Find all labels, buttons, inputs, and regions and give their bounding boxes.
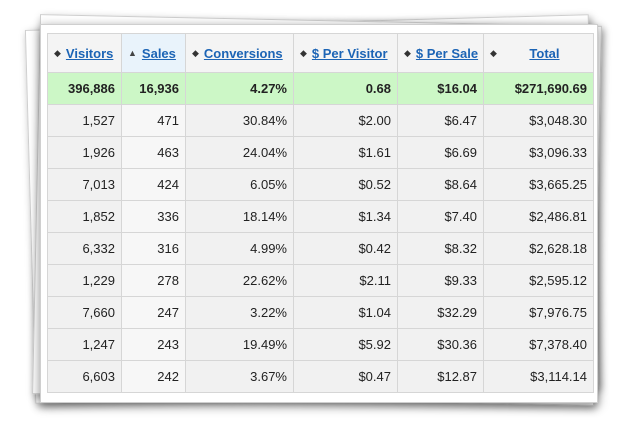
cell-conversions: 3.22% (185, 296, 294, 329)
cell-per-sale: $6.69 (397, 136, 484, 169)
header-visitors[interactable]: ◆ Visitors (47, 33, 122, 73)
sort-ascending-icon[interactable]: ▲ (128, 47, 137, 58)
cell-total: $3,114.14 (483, 360, 594, 393)
table-row: 6,603 242 3.67% $0.47 $12.87 $3,114.14 (47, 360, 594, 393)
table-row: 1,247 243 19.49% $5.92 $30.36 $7,378.40 (47, 328, 594, 361)
totals-conversions: 4.27% (185, 72, 294, 105)
cell-per-sale: $9.33 (397, 264, 484, 297)
cell-sales: 278 (121, 264, 186, 297)
cell-total: $7,378.40 (483, 328, 594, 361)
totals-visitors: 396,886 (47, 72, 122, 105)
cell-sales: 424 (121, 168, 186, 201)
cell-conversions: 18.14% (185, 200, 294, 233)
cell-per-sale: $7.40 (397, 200, 484, 233)
sort-both-icon[interactable]: ◆ (300, 47, 307, 58)
cell-total: $3,096.33 (483, 136, 594, 169)
cell-sales: 247 (121, 296, 186, 329)
cell-visitors: 6,332 (47, 232, 122, 265)
cell-sales: 242 (121, 360, 186, 393)
cell-visitors: 6,603 (47, 360, 122, 393)
totals-total: $271,690.69 (483, 72, 594, 105)
cell-conversions: 22.62% (185, 264, 294, 297)
cell-per-visitor: $0.47 (293, 360, 398, 393)
cell-total: $2,595.12 (483, 264, 594, 297)
header-per-sale[interactable]: ◆ $ Per Sale (397, 33, 484, 73)
cell-total: $2,628.18 (483, 232, 594, 265)
visitors-column-link[interactable]: Visitors (65, 45, 114, 61)
cell-per-visitor: $2.00 (293, 104, 398, 137)
cell-total: $7,976.75 (483, 296, 594, 329)
header-sales[interactable]: ▲ Sales (121, 33, 186, 73)
stats-table: ◆ Visitors ▲ Sales ◆ Conversions ◆ $ Per Vis… (47, 33, 594, 393)
cell-visitors: 1,229 (47, 264, 122, 297)
cell-total: $2,486.81 (483, 200, 594, 233)
total-column-link[interactable]: Total (529, 45, 560, 61)
table-row: 1,926 463 24.04% $1.61 $6.69 $3,096.33 (47, 136, 594, 169)
cell-per-visitor: $2.11 (293, 264, 398, 297)
cell-sales: 336 (121, 200, 186, 233)
cell-per-visitor: $1.04 (293, 296, 398, 329)
cell-visitors: 1,247 (47, 328, 122, 361)
header-total[interactable]: ◆ Total (483, 33, 594, 73)
cell-visitors: 1,926 (47, 136, 122, 169)
table-row: 7,660 247 3.22% $1.04 $32.29 $7,976.75 (47, 296, 594, 329)
cell-per-visitor: $0.52 (293, 168, 398, 201)
cell-per-sale: $12.87 (397, 360, 484, 393)
totals-per-visitor: 0.68 (293, 72, 398, 105)
table-row: 1,852 336 18.14% $1.34 $7.40 $2,486.81 (47, 200, 594, 233)
conversions-column-link[interactable]: Conversions (203, 45, 283, 61)
cell-conversions: 30.84% (185, 104, 294, 137)
totals-row: 396,886 16,936 4.27% 0.68 $16.04 $271,69… (47, 72, 594, 105)
table-row: 1,527 471 30.84% $2.00 $6.47 $3,048.30 (47, 104, 594, 137)
per-sale-column-link[interactable]: $ Per Sale (415, 45, 479, 61)
totals-per-sale: $16.04 (397, 72, 484, 105)
cell-conversions: 6.05% (185, 168, 294, 201)
cell-per-visitor: $1.34 (293, 200, 398, 233)
sales-column-link[interactable]: Sales (141, 45, 176, 61)
cell-per-sale: $8.32 (397, 232, 484, 265)
header-row: ◆ Visitors ▲ Sales ◆ Conversions ◆ $ Per Vis… (47, 33, 594, 73)
cell-per-sale: $32.29 (397, 296, 484, 329)
cell-sales: 243 (121, 328, 186, 361)
cell-per-visitor: $5.92 (293, 328, 398, 361)
cell-conversions: 4.99% (185, 232, 294, 265)
table-row: 6,332 316 4.99% $0.42 $8.32 $2,628.18 (47, 232, 594, 265)
cell-total: $3,665.25 (483, 168, 594, 201)
cell-per-visitor: $0.42 (293, 232, 398, 265)
cell-total: $3,048.30 (483, 104, 594, 137)
sort-both-icon[interactable]: ◆ (54, 47, 61, 58)
cell-visitors: 7,013 (47, 168, 122, 201)
cell-conversions: 24.04% (185, 136, 294, 169)
cell-sales: 316 (121, 232, 186, 265)
sort-both-icon[interactable]: ◆ (490, 47, 497, 58)
cell-per-sale: $6.47 (397, 104, 484, 137)
totals-sales: 16,936 (121, 72, 186, 105)
cell-conversions: 19.49% (185, 328, 294, 361)
table-row: 1,229 278 22.62% $2.11 $9.33 $2,595.12 (47, 264, 594, 297)
sort-both-icon[interactable]: ◆ (192, 47, 199, 58)
cell-per-visitor: $1.61 (293, 136, 398, 169)
cell-visitors: 7,660 (47, 296, 122, 329)
cell-sales: 463 (121, 136, 186, 169)
cell-visitors: 1,852 (47, 200, 122, 233)
cell-per-sale: $8.64 (397, 168, 484, 201)
table-row: 7,013 424 6.05% $0.52 $8.64 $3,665.25 (47, 168, 594, 201)
cell-sales: 471 (121, 104, 186, 137)
sort-both-icon[interactable]: ◆ (404, 47, 411, 58)
cell-conversions: 3.67% (185, 360, 294, 393)
header-conversions[interactable]: ◆ Conversions (185, 33, 294, 73)
paper-sheet-front: ◆ Visitors ▲ Sales ◆ Conversions ◆ $ Per Vis… (40, 24, 598, 403)
per-visitor-column-link[interactable]: $ Per Visitor (311, 45, 388, 61)
cell-visitors: 1,527 (47, 104, 122, 137)
cell-per-sale: $30.36 (397, 328, 484, 361)
header-per-visitor[interactable]: ◆ $ Per Visitor (293, 33, 398, 73)
